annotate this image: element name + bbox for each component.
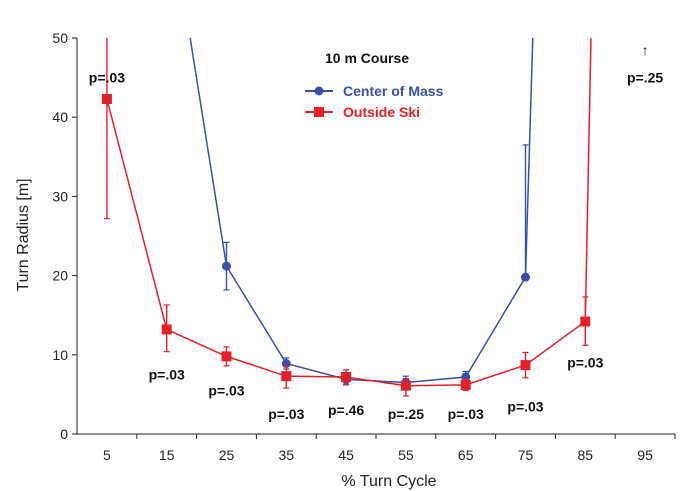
p-value-label: p=.03 xyxy=(268,406,304,422)
x-tick-label: 15 xyxy=(159,447,175,463)
series-center-of-mass xyxy=(189,38,534,389)
x-axis-title: % Turn Cycle xyxy=(341,473,436,490)
p-value-label: p=.03 xyxy=(149,367,185,383)
y-tick-label: 0 xyxy=(60,426,68,442)
data-point xyxy=(521,272,530,282)
p-value-label: p=.03 xyxy=(567,355,603,371)
p-value-label: ↑ xyxy=(642,42,649,58)
data-point xyxy=(221,351,232,362)
legend-entry-outside-ski: Outside Ski xyxy=(305,104,420,120)
p-value-label: p=.03 xyxy=(448,406,484,422)
x-tick-label: 85 xyxy=(578,447,594,463)
legend-label-center-of-mass: Center of Mass xyxy=(343,83,444,99)
chart-title: 10 m Course xyxy=(325,50,409,66)
series-line xyxy=(189,38,534,384)
x-tick-label: 65 xyxy=(458,447,474,463)
p-value-label: p=.25 xyxy=(388,406,424,422)
y-tick-label: 50 xyxy=(52,30,68,46)
data-point xyxy=(520,360,531,371)
p-value-label: p=.03 xyxy=(208,382,244,398)
x-tick-label: 75 xyxy=(518,447,534,463)
legend: 10 m Course Center of Mass Outside Ski xyxy=(305,50,444,120)
axes: 0 10 20 30 40 50 5 15 25 35 45 55 65 75 85 95 xyxy=(52,30,676,463)
data-point xyxy=(341,371,352,382)
data-point xyxy=(580,316,591,327)
p-value-label: p=.46 xyxy=(328,402,364,418)
legend-marker-square xyxy=(314,107,324,117)
legend-marker-circle xyxy=(314,86,324,96)
x-tick-label: 45 xyxy=(338,447,354,463)
p-value-label: p=.03 xyxy=(89,70,125,86)
data-point xyxy=(101,93,112,104)
series-layer xyxy=(101,38,592,397)
data-point xyxy=(460,379,471,390)
legend-entry-center-of-mass: Center of Mass xyxy=(305,83,444,99)
x-tick-label: 25 xyxy=(219,447,235,463)
y-tick-label: 10 xyxy=(52,347,68,363)
series-outside-ski xyxy=(101,38,592,397)
data-point xyxy=(281,371,292,382)
x-tick-label: 95 xyxy=(637,447,653,463)
p-value-label: p=.03 xyxy=(507,398,543,414)
data-point xyxy=(222,261,231,271)
p-value-label: p=.25 xyxy=(627,70,663,86)
x-tick-label: 55 xyxy=(398,447,414,463)
x-tick-label: 35 xyxy=(279,447,295,463)
x-tick-label: 5 xyxy=(103,447,111,463)
y-tick-label: 30 xyxy=(52,188,68,204)
annotations-layer: p=.03 p=.03 p=.03 p=.03 p=.46 p=.25 p=.03 p=.03… xyxy=(89,42,664,422)
data-point xyxy=(400,380,411,391)
y-axis-title: Turn Radius [m] xyxy=(15,178,32,291)
series-line xyxy=(106,38,592,387)
y-tick-label: 20 xyxy=(52,268,68,284)
data-point xyxy=(161,324,172,335)
legend-label-outside-ski: Outside Ski xyxy=(343,104,420,120)
y-tick-label: 40 xyxy=(52,109,68,125)
